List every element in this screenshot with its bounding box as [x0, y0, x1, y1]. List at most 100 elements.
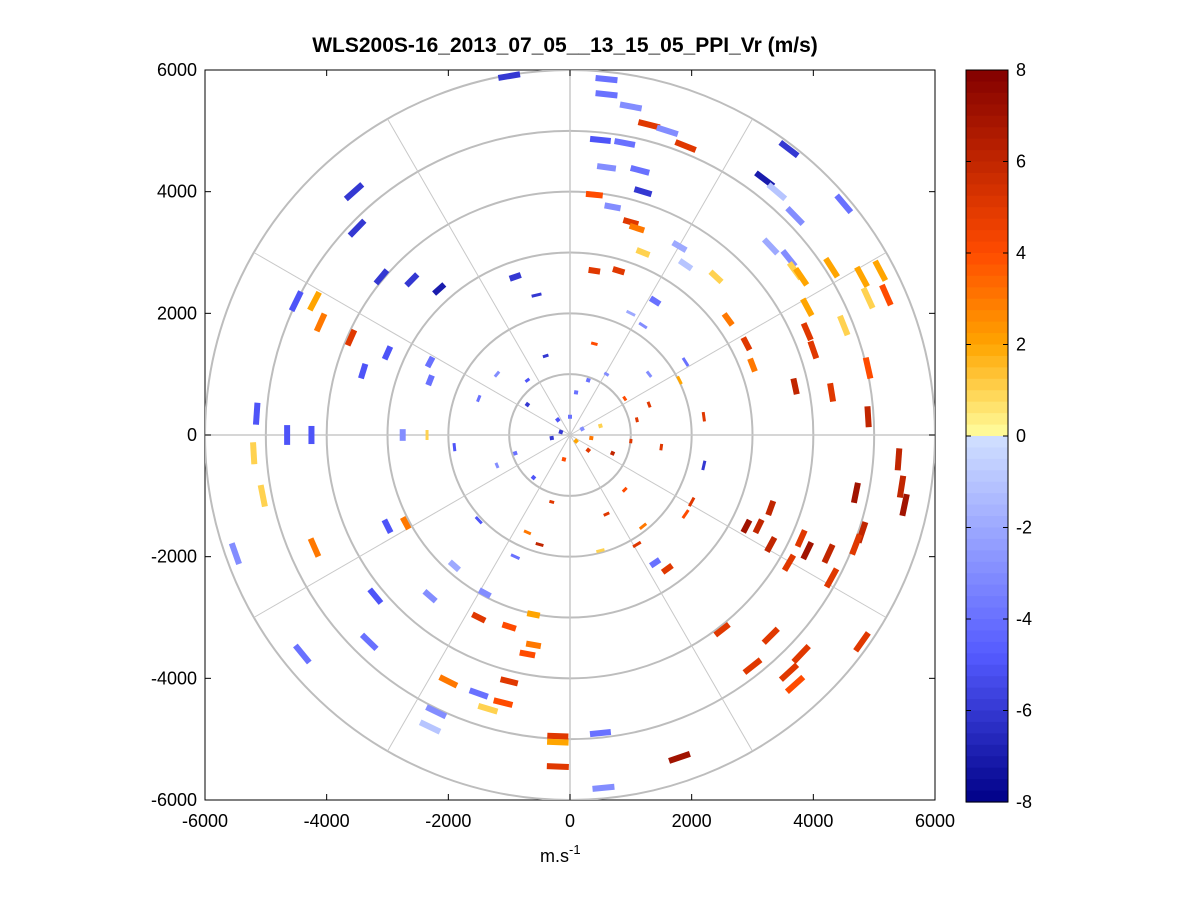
- range-gate-marker: [764, 536, 778, 553]
- colorbar-bin: [966, 790, 1008, 803]
- range-gate-marker: [530, 474, 537, 481]
- colorbar-bin: [966, 458, 1008, 471]
- axis-ticks: [204, 69, 936, 801]
- colorbar-bin: [966, 127, 1008, 140]
- range-gate-marker: [561, 456, 567, 462]
- range-gate-marker: [573, 390, 579, 395]
- colorbar-bin: [966, 241, 1008, 254]
- colorbar-bin: [966, 527, 1008, 540]
- azimuth-spoke: [569, 118, 753, 436]
- colorbar-bin: [966, 424, 1008, 437]
- range-gate-marker: [849, 533, 863, 556]
- range-gate-marker: [701, 411, 706, 422]
- range-gate-marker: [747, 357, 758, 373]
- range-gate-marker: [713, 621, 731, 638]
- range-gate-marker: [418, 719, 442, 735]
- range-gate-marker: [228, 542, 242, 565]
- colorbar-bin: [966, 619, 1008, 632]
- y-tick-label: 2000: [157, 303, 197, 323]
- range-gate-marker: [649, 557, 662, 569]
- range-gate-marker: [879, 283, 894, 307]
- range-gate-marker: [827, 382, 837, 403]
- range-gate-marker: [288, 290, 304, 313]
- range-gate-marker: [790, 377, 800, 395]
- range-gate-marker: [634, 417, 639, 423]
- colorbar-bin: [966, 70, 1008, 83]
- colorbar-bin: [966, 230, 1008, 243]
- colorbar-bin: [966, 767, 1008, 780]
- colorbar-tick-label: -2: [1016, 518, 1032, 538]
- range-gate-marker: [632, 540, 642, 549]
- range-gate-marker: [307, 290, 322, 312]
- colorbar-bin: [966, 630, 1008, 643]
- colorbar-bin: [966, 493, 1008, 506]
- colorbar-bin: [966, 710, 1008, 723]
- colorbar-bin: [966, 721, 1008, 734]
- colorbar-bin: [966, 699, 1008, 712]
- range-gate-marker: [404, 272, 420, 288]
- range-gate-marker: [619, 101, 643, 112]
- range-gate-marker: [688, 496, 696, 507]
- range-gate-marker: [585, 377, 591, 383]
- range-gate-marker: [585, 190, 604, 199]
- colorbar-bin: [966, 516, 1008, 529]
- range-gate-marker: [595, 90, 618, 99]
- colorbar-bin: [966, 367, 1008, 380]
- colorbar-bin: [966, 310, 1008, 323]
- colorbar-tick-label: -6: [1016, 701, 1032, 721]
- colorbar-bin: [966, 161, 1008, 174]
- x-tick-label: -4000: [304, 811, 350, 831]
- range-gate-marker: [547, 732, 569, 740]
- range-gate-marker: [765, 499, 777, 517]
- azimuth-spoke: [569, 434, 753, 752]
- colorbar-tick-label: -4: [1016, 609, 1032, 629]
- range-gate-marker: [477, 703, 499, 715]
- range-gate-marker: [635, 247, 651, 258]
- range-gate-marker: [347, 218, 367, 238]
- range-gate-marker: [778, 662, 800, 682]
- colorbar-bin: [966, 436, 1008, 449]
- range-gate-marker: [422, 589, 438, 604]
- range-gate-marker: [628, 222, 646, 234]
- range-gate-marker: [497, 71, 521, 81]
- colorbar-bin: [966, 218, 1008, 231]
- range-gate-marker: [800, 322, 814, 342]
- range-gate-marker: [800, 297, 815, 317]
- range-gate-marker: [474, 515, 483, 525]
- range-gate-marker: [807, 340, 820, 360]
- range-gate-marker: [677, 258, 694, 272]
- range-gate-marker: [344, 328, 358, 347]
- colorbar-bin: [966, 413, 1008, 426]
- range-gate-marker: [837, 314, 851, 337]
- range-gate-marker: [622, 217, 640, 228]
- range-gate-marker: [358, 363, 369, 380]
- range-gate-marker: [549, 435, 555, 441]
- range-gate-marker: [432, 282, 447, 296]
- range-gate-marker: [425, 374, 435, 387]
- x-axis-label-text: m.s: [540, 846, 569, 866]
- azimuth-spoke: [253, 252, 571, 436]
- range-gate-marker: [766, 182, 788, 202]
- range-gate-marker: [862, 356, 874, 380]
- range-gate-marker: [834, 193, 854, 215]
- range-gate-marker: [476, 394, 482, 403]
- y-tick-label: -4000: [151, 668, 197, 688]
- colorbar-bin: [966, 253, 1008, 266]
- x-tick-label: -6000: [182, 811, 228, 831]
- range-gate-marker: [638, 321, 648, 330]
- range-gate-marker: [250, 442, 258, 465]
- x-tick-label: -2000: [425, 811, 471, 831]
- range-gate-marker: [597, 423, 603, 429]
- range-gate-marker: [778, 140, 800, 159]
- range-gate-marker: [660, 563, 674, 575]
- colorbar-bin: [966, 264, 1008, 277]
- range-gate-marker: [501, 621, 517, 632]
- range-gate-marker: [613, 138, 636, 148]
- range-gate-marker: [531, 292, 542, 298]
- range-gate-marker: [595, 548, 605, 554]
- range-gate-marker: [742, 657, 763, 675]
- range-gate-marker: [646, 401, 652, 408]
- range-gate-marker: [477, 587, 492, 599]
- range-gate-marker: [609, 450, 616, 456]
- azimuth-spoke: [387, 118, 571, 436]
